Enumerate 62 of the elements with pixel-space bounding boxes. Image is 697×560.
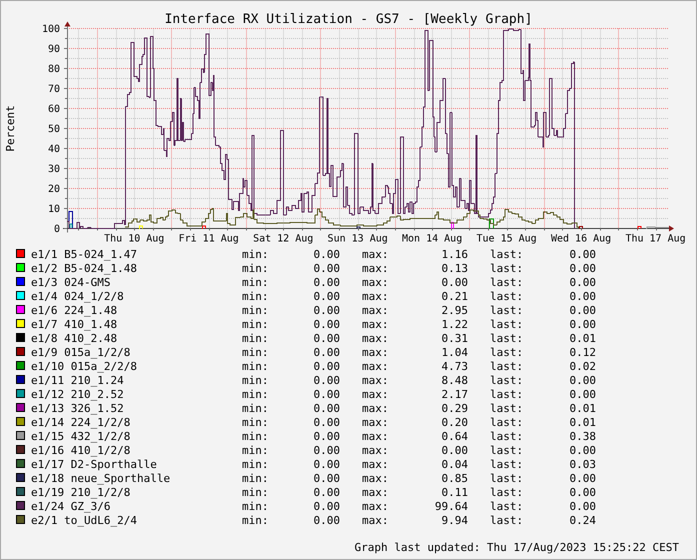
x-tick-label: Thu 10 Aug xyxy=(104,234,164,244)
text: min: 0.00 max: 0.00 last: 0.00 xyxy=(242,444,596,457)
legend-label: e1/13 326_1.52 xyxy=(31,402,124,415)
text: min: 0.00 max: 0.11 last: 0.00 xyxy=(242,486,596,499)
legend-label: e1/16 410_1/2/8 xyxy=(31,444,130,457)
legend-label: e1/12 210_2.52 xyxy=(31,388,124,401)
legend-label: e1/24 GZ_3/6 xyxy=(31,500,110,513)
text: min: 0.00 max: 0.29 last: 0.01 xyxy=(242,402,596,415)
y-tick-label: 0 xyxy=(54,224,60,235)
y-tick-label: 100 xyxy=(42,24,60,35)
y-tick-label: 10 xyxy=(48,204,60,215)
x-tick-label: Mon 14 Aug xyxy=(402,234,462,244)
y-tick-label: 60 xyxy=(48,104,60,115)
text: min: 0.00 max: 0.20 last: 0.01 xyxy=(242,416,596,429)
y-tick-label: 90 xyxy=(48,44,60,55)
legend-label: e1/4 024_1/2/8 xyxy=(31,290,124,303)
x-tick-label: Sat 12 Aug xyxy=(253,234,314,244)
text: min: 0.00 max: 9.94 last: 0.24 xyxy=(242,514,596,527)
text: min: 0.00 max: 1.04 last: 0.12 xyxy=(242,346,596,359)
text: min: 0.00 max: 8.48 last: 0.00 xyxy=(242,374,596,387)
x-tick-label: Fri 11 Aug xyxy=(178,234,239,244)
legend-label: e1/11 210_1.24 xyxy=(31,374,124,387)
chart-title: Interface RX Utilization - GS7 - [Weekly Graph] xyxy=(164,12,532,27)
legend-label: e1/15 432_1/2/8 xyxy=(31,430,130,443)
legend-label: e2/1 to_UdL6_2/4 xyxy=(31,514,138,527)
x-tick-label: Sun 13 Aug xyxy=(328,234,388,244)
text: min: 0.00 max: 99.64 last: 0.00 xyxy=(242,500,596,513)
text: Graph last updated: Thu 17/Aug/2023 15:25:22 CEST xyxy=(354,541,680,554)
text: min: 0.00 max: 0.00 last: 0.00 xyxy=(242,276,596,289)
text: min: 0.00 max: 0.21 last: 0.00 xyxy=(242,290,596,303)
text: min: 0.00 max: 2.95 last: 0.00 xyxy=(242,304,596,317)
x-tick-label: Thu 17 Aug xyxy=(625,234,686,244)
legend-label: e1/3 024-GMS xyxy=(31,276,110,289)
y-tick-label: 50 xyxy=(48,124,60,135)
legend-label: e1/19 210_1/2/8 xyxy=(31,486,130,499)
legend-label: e1/2 B5-024_1.48 xyxy=(31,262,137,275)
y-tick-label: 40 xyxy=(48,144,60,155)
legend-label: e1/7 410_1.48 xyxy=(31,318,118,331)
text: min: 0.00 max: 1.16 last: 0.00 xyxy=(242,248,596,261)
y-tick-label: 20 xyxy=(48,184,60,195)
legend-label: e1/8 410_2.48 xyxy=(31,332,118,345)
legend-label: e1/18 neue_Sporthalle xyxy=(31,472,170,485)
text: min: 0.00 max: 0.64 last: 0.38 xyxy=(242,430,596,443)
text: min: 0.00 max: 0.31 last: 0.01 xyxy=(242,332,596,345)
legend-label: e1/14 224_1/2/8 xyxy=(31,416,130,429)
x-tick-label: Wed 16 Aug xyxy=(550,234,612,244)
text: min: 0.00 max: 0.13 last: 0.00 xyxy=(242,262,596,275)
legend-label: e1/6 224_1.48 xyxy=(31,304,118,317)
legend-label: e1/10 015a_2/2/8 xyxy=(31,360,137,373)
legend-label: e1/17 D2-Sporthalle xyxy=(31,458,157,471)
text: min: 0.00 max: 2.17 last: 0.00 xyxy=(242,388,596,401)
text: min: 0.00 max: 0.04 last: 0.03 xyxy=(242,458,596,471)
text: min: 0.00 max: 0.85 last: 0.00 xyxy=(242,472,596,485)
legend-label: e1/1 B5-024_1.47 xyxy=(31,248,137,261)
x-tick-label: Tue 15 Aug xyxy=(476,234,537,244)
text: min: 0.00 max: 1.22 last: 0.00 xyxy=(242,318,596,331)
y-axis-title: Percent xyxy=(4,105,17,152)
text: min: 0.00 max: 4.73 last: 0.02 xyxy=(242,360,596,373)
legend-label: e1/9 015a_1/2/8 xyxy=(31,346,130,359)
y-tick-label: 70 xyxy=(48,84,60,95)
y-tick-label: 80 xyxy=(48,64,60,75)
y-tick-label: 30 xyxy=(48,164,60,175)
